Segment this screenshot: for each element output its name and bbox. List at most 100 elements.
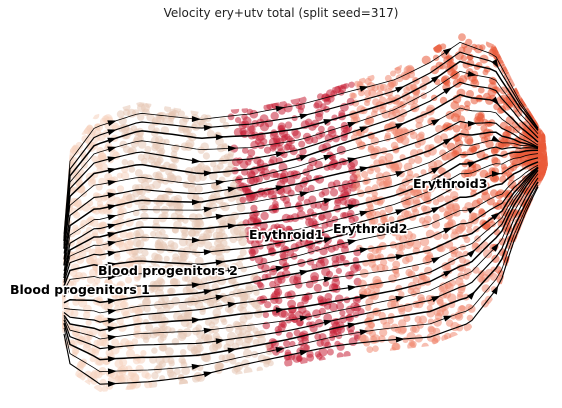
cell-point [322,280,330,287]
cell-points-layer [62,33,548,392]
cell-point [467,305,476,313]
cell-point [235,370,243,378]
streamline-arrowhead [467,161,477,168]
streamline-arrowhead [431,256,441,264]
cell-point [283,103,293,113]
cell-point [143,197,152,206]
cell-point [294,280,303,289]
streamline-arrowhead [491,170,501,177]
cell-point [234,187,243,196]
cell-point [293,329,301,337]
cell-point [136,317,143,324]
cell-point [384,132,391,139]
cell-point [449,331,459,341]
cell-point [93,384,103,392]
cell-point [349,173,358,182]
cell-point [193,202,202,211]
cell-point [262,311,270,319]
cell-point [434,44,443,53]
cell-point [272,135,281,144]
cell-point [286,135,293,143]
cell-point [311,263,318,270]
cell-point [85,226,93,234]
cluster-label: Blood progenitors 2 [98,263,238,278]
cell-point [173,220,182,230]
cell-point [179,349,187,356]
cell-point [166,172,175,180]
streamline-arrowhead [107,274,117,281]
cell-point [92,206,101,215]
cell-point [383,180,391,188]
streamline-arrowhead [107,240,117,247]
cell-point [141,157,148,165]
cell-point [364,119,371,126]
streamline-arrowhead [443,178,453,186]
velocity-streamline [63,120,539,260]
cell-point [366,252,374,260]
streamline-arrowhead [299,235,309,242]
cell-point [145,323,154,332]
cell-point [128,166,136,173]
streamline-arrowhead [203,327,213,334]
streamline-arrowhead [431,75,441,83]
streamline-arrowhead [359,126,369,133]
streamline-arrowhead [347,122,357,128]
cell-point [314,108,324,118]
cell-point [284,121,293,129]
streamline-arrowhead [215,213,225,220]
cell-point [284,201,292,209]
cell-point [155,231,163,239]
cell-point [219,219,227,227]
cell-point [431,337,439,345]
cell-point [82,343,91,352]
cell-point [439,282,449,292]
cell-point [113,253,121,261]
cell-point [111,338,119,347]
cell-point [274,284,281,291]
cell-point [183,268,190,275]
cell-point [120,365,128,374]
cell-point [212,165,221,173]
cell-point [223,153,231,160]
cell-point [264,301,272,309]
cell-point [294,184,304,193]
cell-point [235,337,244,346]
streamline-arrowhead [191,199,201,206]
cell-point [489,221,496,228]
cell-point [463,323,473,332]
cell-point [422,186,431,195]
cell-point [227,113,235,121]
cell-point [105,348,114,357]
streamline-arrowhead [395,122,405,130]
cell-point [491,254,500,263]
cell-point [489,174,498,182]
cell-point [85,319,92,326]
cell-point [278,124,286,132]
cell-point [220,202,230,212]
cell-point [137,113,145,121]
cell-point [290,213,300,223]
chart-title: Velocity ery+utv total (split seed=317) [163,6,399,20]
cell-point [151,371,159,380]
cell-point [114,375,122,382]
streamline-arrowhead [107,204,117,210]
velocity-streamline [63,166,539,297]
cell-point [361,170,369,179]
cell-point [480,124,488,132]
cell-point [239,297,248,306]
cell-point [114,305,122,313]
cell-point [235,117,242,124]
cell-point [336,302,345,311]
cell-point [270,111,279,121]
cell-point [221,142,228,149]
cluster-label: Erythroid3 [413,176,487,191]
cell-point [126,349,135,359]
cell-point [499,175,507,183]
cell-point [187,342,196,352]
streamline-arrowhead [431,295,441,303]
cell-point [224,306,232,313]
streamline-arrowhead [203,170,213,177]
cell-point [132,252,139,259]
cell-point [116,185,125,193]
cell-point [119,230,128,239]
